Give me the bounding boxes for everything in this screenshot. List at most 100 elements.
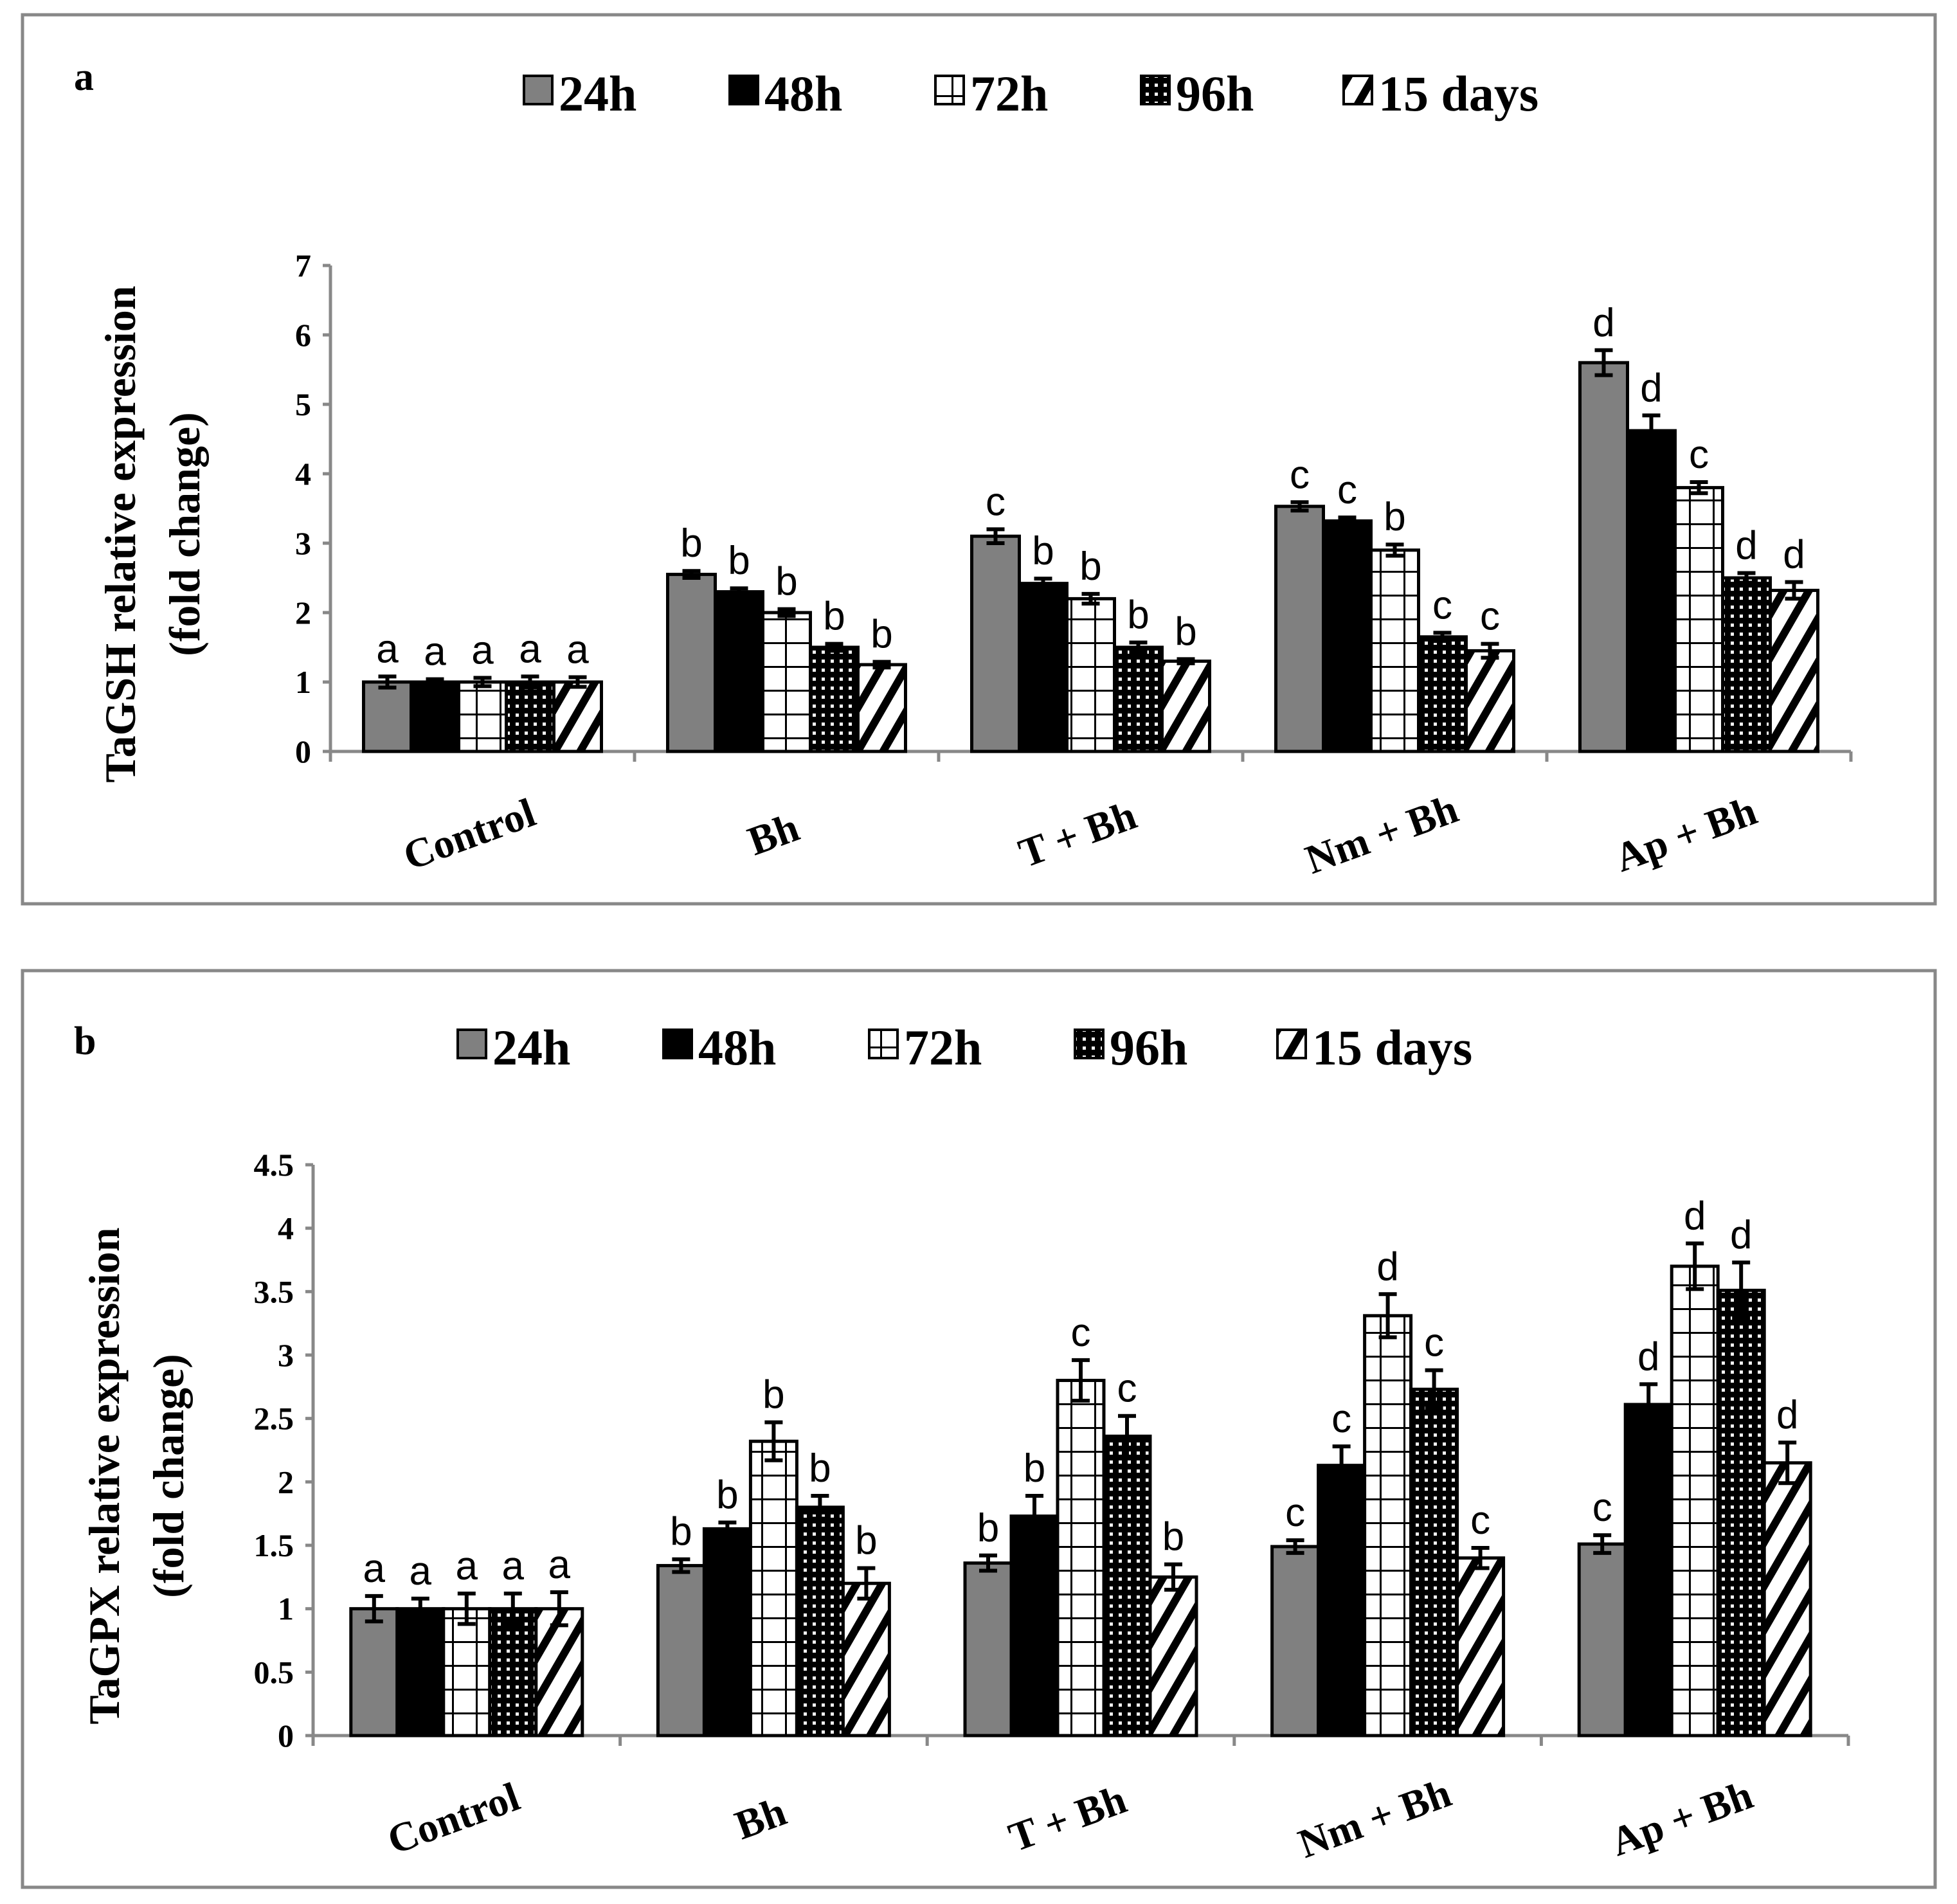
legend-label: 48h	[698, 1019, 776, 1075]
bar-15-days-1	[841, 1581, 891, 1738]
bar-24h-4	[1578, 361, 1629, 753]
error-bar	[1481, 642, 1499, 660]
bar-15-days-0	[552, 680, 603, 753]
category-label: Bh	[742, 804, 805, 864]
error-bar	[1686, 1241, 1704, 1291]
significance-letter: d	[1735, 523, 1757, 568]
significance-letter: b	[1175, 609, 1196, 654]
error-bar	[979, 1553, 997, 1573]
error-bar	[1332, 1444, 1351, 1487]
error-bar	[1338, 516, 1357, 526]
bar-72h-4	[1670, 1264, 1720, 1738]
error-bar	[1129, 640, 1148, 654]
bar-48h-1	[702, 1527, 752, 1738]
error-bar	[550, 1590, 568, 1628]
bar-15-days-3	[1456, 1556, 1506, 1738]
bar-96h-0	[505, 680, 555, 753]
significance-letter: a	[376, 627, 399, 671]
y-axis-title-line1: TaGPX relative expression	[80, 1227, 129, 1724]
y-tick-label: 0	[278, 1718, 294, 1754]
bar-48h-2	[1009, 1514, 1060, 1738]
significance-letter: c	[1689, 433, 1709, 477]
bar-48h-0	[395, 1607, 446, 1738]
legend-label: 48h	[764, 66, 842, 121]
error-bar	[568, 675, 587, 689]
significance-letter: c	[1285, 1491, 1305, 1535]
panel-label: b	[74, 1019, 96, 1063]
significance-letter: b	[680, 521, 702, 566]
significance-letter: a	[566, 627, 589, 672]
significance-letter: b	[762, 1373, 784, 1417]
bar-48h-3	[1317, 1464, 1367, 1738]
significance-letter: a	[548, 1543, 571, 1587]
legend-swatch-24h	[456, 1028, 487, 1059]
significance-letter: a	[502, 1544, 525, 1588]
panel-b: b 24h 48h 72h 96h 15 days TaGPX relative expre…	[21, 969, 1937, 1889]
bar-72h-3	[1363, 1314, 1413, 1738]
error-bar	[777, 607, 796, 618]
bar-24h-1	[656, 1564, 706, 1738]
panel-border	[21, 969, 1937, 1889]
legend-label: 72h	[970, 66, 1048, 121]
panel-label: a	[74, 55, 94, 99]
bar-48h-0	[410, 680, 460, 753]
bar-24h-4	[1577, 1542, 1627, 1738]
bar-96h-1	[809, 645, 860, 753]
significance-letter: b	[716, 1473, 738, 1517]
significance-letter: c	[1432, 583, 1452, 627]
category-label: Control	[381, 1774, 525, 1863]
bar-48h-4	[1623, 1403, 1673, 1738]
y-tick-label: 3.5	[254, 1273, 294, 1309]
significance-letter: c	[986, 480, 1006, 524]
error-bar	[1164, 1562, 1182, 1592]
category-label: Nm + Bh	[1292, 1770, 1457, 1867]
bar-96h-2	[1113, 645, 1164, 753]
significance-letter: b	[1127, 593, 1149, 637]
error-bar	[1690, 480, 1708, 496]
legend-label: 96h	[1110, 1019, 1187, 1075]
y-tick-label: 3	[278, 1337, 294, 1373]
significance-letter: b	[1162, 1515, 1184, 1559]
bar-15-days-1	[856, 663, 907, 753]
error-bar	[1594, 348, 1613, 377]
bar-15-days-3	[1465, 649, 1515, 753]
significance-letter: c	[1290, 453, 1310, 497]
significance-letter: b	[855, 1519, 877, 1563]
significance-letter: b	[1032, 529, 1054, 573]
error-bar	[1778, 1441, 1797, 1486]
y-tick-label: 2	[295, 595, 311, 631]
bar-72h-2	[1065, 597, 1116, 753]
error-bar	[825, 642, 843, 653]
bar-96h-2	[1102, 1434, 1152, 1738]
significance-letter: a	[424, 630, 446, 674]
significance-letter: c	[1480, 595, 1500, 639]
error-bar	[1290, 500, 1309, 513]
y-tick-label: 4	[295, 456, 311, 492]
y-tick-label: 1	[295, 664, 311, 700]
category-label: Bh	[729, 1788, 792, 1848]
bar-48h-2	[1018, 582, 1069, 753]
legend-label: 15 days	[1378, 66, 1538, 121]
significance-letter: a	[410, 1549, 432, 1594]
error-bar	[521, 674, 539, 690]
y-tick-label: 0	[295, 733, 311, 769]
error-bar	[1732, 1260, 1751, 1320]
error-bar	[1118, 1414, 1136, 1459]
bar-15-days-4	[1762, 1461, 1812, 1738]
legend-swatch-48h	[728, 75, 759, 105]
bar-96h-3	[1409, 1387, 1459, 1738]
bar-96h-0	[488, 1607, 538, 1738]
significance-letter: d	[1776, 1393, 1798, 1437]
significance-letter: b	[728, 539, 750, 583]
error-bar	[1385, 543, 1404, 558]
bar-72h-0	[442, 1607, 492, 1738]
error-bar	[365, 1594, 383, 1624]
error-bar	[503, 1591, 522, 1626]
bar-48h-4	[1626, 429, 1677, 753]
significance-letter: b	[809, 1446, 831, 1491]
bar-24h-0	[362, 680, 413, 753]
error-bar	[1072, 1358, 1090, 1403]
y-axis-title-line1: TaGSH relative expression	[96, 285, 145, 782]
y-axis-title: TaGPX relative expression (fold change)	[80, 1227, 193, 1724]
